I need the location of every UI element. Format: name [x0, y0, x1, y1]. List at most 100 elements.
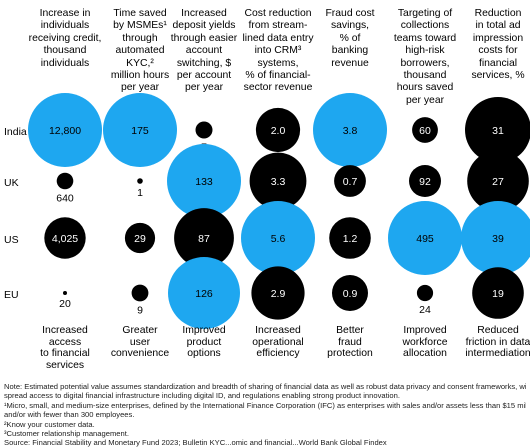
- column-header-line: borrowers,: [400, 57, 450, 69]
- bubble: [467, 150, 529, 212]
- column-header: Reduction in total ad impression costs for f…: [458, 8, 530, 82]
- footnote-line: ¹Micro, small, and medium-size enterpris…: [4, 400, 526, 410]
- bubble-value-label: 133: [195, 176, 213, 188]
- column-header-line: into CRM³: [254, 45, 302, 57]
- bubble: [137, 178, 143, 184]
- bubble: [409, 165, 441, 197]
- column-header-line: impression: [472, 32, 524, 44]
- column-footer: Better fraud protection: [310, 325, 390, 360]
- bubble-value-label: 126: [195, 288, 213, 300]
- column-header-line: per year: [405, 94, 445, 106]
- bubble-value-label: 12,800: [49, 125, 81, 137]
- column-header-line: Cost reduction: [244, 8, 312, 19]
- column-footer-line: friction in data: [465, 336, 530, 348]
- bubble-value-label: 0.9: [343, 288, 358, 300]
- column-header-line: by MSMEs¹: [113, 20, 167, 32]
- column-footer-line: product: [186, 336, 222, 348]
- column-header-line: Fraud cost: [325, 8, 375, 19]
- row-label: US: [4, 234, 19, 246]
- column-footer-line: protection: [327, 348, 373, 359]
- column-footer-line: efficiency: [256, 348, 300, 359]
- bubble: [103, 93, 177, 167]
- column-header-line: hours saved: [396, 82, 454, 94]
- column-header-line: deposit yields: [172, 20, 236, 32]
- bubble-value-label: 31: [492, 125, 504, 137]
- column-footer-line: Greater: [122, 325, 158, 336]
- bubble: [461, 201, 530, 275]
- row-label: UK: [4, 177, 19, 189]
- column-header-line: million hours: [110, 70, 170, 82]
- column-header-line: thousand: [403, 70, 447, 82]
- column-header-line: collections: [400, 20, 450, 32]
- column-header-line: services, %: [471, 70, 525, 82]
- bubble-value-label: 19: [492, 288, 504, 300]
- column-footer-line: user: [129, 336, 151, 348]
- bubble: [124, 222, 156, 254]
- bubble: [241, 201, 315, 275]
- column-footer-line: operational: [252, 336, 304, 348]
- column-header-line: thousand: [43, 45, 87, 57]
- column-footer-line: fraud: [338, 336, 362, 348]
- bubble: [28, 93, 102, 167]
- column-footer: Improved workforce allocation: [385, 325, 465, 360]
- column-header: Increased deposit yields through easier acc…: [164, 8, 244, 95]
- bubble-value-label: 495: [416, 233, 434, 245]
- column-footer: Improved product options: [164, 325, 244, 360]
- footnote-line: and/or with fewer than 300 employees.: [4, 410, 135, 420]
- column-header-line: % of: [339, 32, 361, 44]
- column-footer-line: to financial: [40, 348, 90, 359]
- footnote-line: ²Know your customer data.: [4, 419, 95, 429]
- bubble-value-label: 24: [419, 304, 431, 316]
- column-header-line: revenue: [331, 57, 369, 69]
- column-header-line: per account: [176, 70, 232, 82]
- bubble: [329, 217, 371, 259]
- bubble: [168, 257, 240, 329]
- bubble-value-label: 20: [59, 298, 71, 310]
- column-footer: Increased access to financial services: [25, 325, 105, 371]
- footnote-line: spread access to digital financial infra…: [4, 391, 400, 401]
- column-header-line: per year: [184, 82, 224, 94]
- column-header: Cost reduction from stream-lined data ent…: [238, 8, 318, 95]
- bubble-value-label: 0.7: [343, 176, 358, 188]
- column-footer-line: Improved: [403, 325, 447, 336]
- bubble-value-label: 87: [198, 233, 210, 245]
- column-header-line: Reduction: [474, 8, 522, 19]
- column-footer-line: Reduced: [477, 325, 519, 336]
- bubble-value-label: 60: [419, 125, 431, 137]
- footnote-line: ³Customer relationship management.: [4, 429, 129, 439]
- column-footer-line: convenience: [110, 348, 170, 359]
- column-header-line: savings,: [330, 20, 370, 32]
- column-header-line: individuals: [40, 57, 90, 69]
- column-header: Targeting of collections teams toward high-…: [385, 8, 465, 107]
- column-footer-line: allocation: [403, 348, 447, 359]
- bubble: [472, 267, 524, 319]
- column-header-line: receiving credit,: [28, 32, 102, 44]
- column-header-line: banking: [331, 45, 369, 57]
- footnote-line: Note: Estimated potential value assumes …: [4, 382, 526, 391]
- bubble: [195, 121, 213, 139]
- bubble-value-label: 5.6: [271, 233, 286, 245]
- column-footer-line: access: [48, 336, 82, 348]
- column-header-line: Increase in: [39, 8, 91, 19]
- bubble-value-label: 3.3: [271, 176, 286, 188]
- bubble-value-label: 9: [137, 304, 143, 316]
- bubble-value-label: 27: [492, 176, 504, 188]
- column-header-line: Time saved: [113, 8, 167, 19]
- bubble-value-label: 2.9: [271, 288, 286, 300]
- column-footer-line: Increased: [42, 325, 88, 336]
- column-header-line: lined data entry: [242, 32, 314, 44]
- bubble: [334, 165, 366, 197]
- column-header-line: high-risk: [405, 45, 445, 57]
- column-header-line: per year: [120, 82, 160, 94]
- footnote-line: Source: Financial Stability and Monetary…: [4, 438, 387, 448]
- row-label: EU: [4, 289, 19, 301]
- column-footer: Reduced friction in data intermediation: [458, 325, 530, 360]
- column-header-line: in total ad: [475, 20, 521, 32]
- column-header-line: systems,: [257, 57, 299, 69]
- column-footer: Increased operational efficiency: [238, 325, 318, 360]
- row-label: India: [4, 126, 27, 138]
- bubble: [131, 284, 149, 302]
- column-footer-line: Increased: [255, 325, 301, 336]
- bubble: [44, 217, 86, 259]
